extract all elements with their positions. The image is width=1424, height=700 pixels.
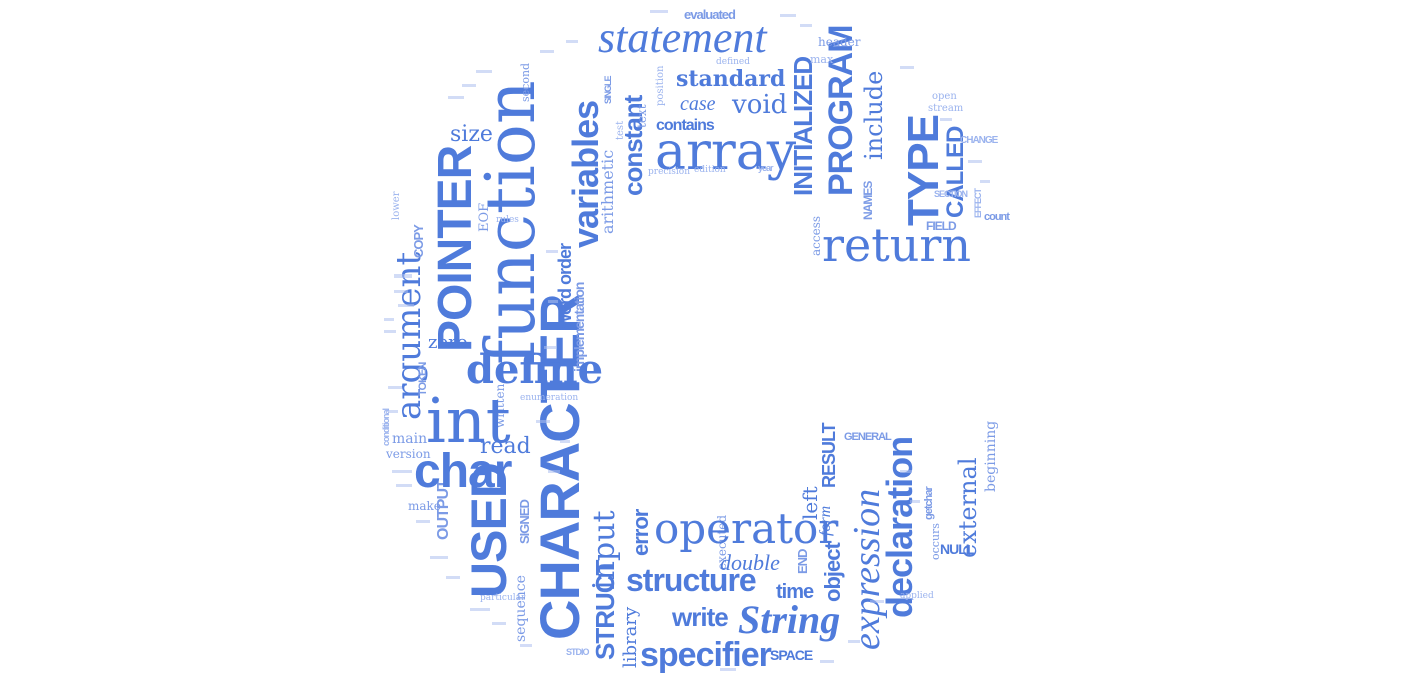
word-write: write <box>672 602 729 632</box>
word-space: SPACE <box>770 647 813 663</box>
word-array: array <box>655 122 797 182</box>
word-type: TYPE <box>899 115 948 226</box>
word-test: test <box>615 120 626 140</box>
word-section: SECTION <box>934 189 968 199</box>
word-conditional: conditional <box>381 409 391 446</box>
word-names: NAMES <box>861 181 875 220</box>
word-make: make <box>408 499 441 513</box>
word-include: include <box>860 70 888 160</box>
word-operator: operator <box>654 504 839 553</box>
word-arithmetic: arithmetic <box>598 149 617 234</box>
word-access: access <box>809 215 823 256</box>
word-general: GENERAL <box>844 431 892 443</box>
word-expression: expression <box>846 488 888 650</box>
word-signed: SIGNED <box>517 500 532 544</box>
word-program: PROGRAM <box>822 25 860 196</box>
word-getchar: getchar <box>923 487 935 520</box>
word-string: String <box>738 597 841 642</box>
word-time: time <box>776 581 814 603</box>
word-sequence: sequence <box>513 575 529 642</box>
word-specifier: specifier <box>640 636 772 674</box>
word-max: max <box>810 53 834 66</box>
word-library: library <box>620 606 641 668</box>
word-read: read <box>480 434 531 459</box>
word-stdio: STDIO <box>566 647 589 657</box>
word-particular: particular <box>480 593 526 603</box>
word-header: header <box>818 35 861 49</box>
word-null: NULL <box>940 541 974 557</box>
word-open: open <box>932 91 957 102</box>
word-applied: applied <box>900 591 934 601</box>
word-contains: contains <box>656 117 715 134</box>
word-struct: STRUCT <box>590 560 620 660</box>
word-error: error <box>628 509 653 556</box>
word-stream: stream <box>928 103 964 114</box>
word-size: size <box>450 122 493 147</box>
word-pointer: POINTER <box>429 145 482 352</box>
word-position: position <box>655 65 666 106</box>
word-text: text <box>635 104 649 128</box>
word-double: double <box>720 550 780 575</box>
word-change: CHANGE <box>960 135 998 146</box>
word-count: count <box>984 211 1010 223</box>
word-copy: COPY <box>411 225 426 258</box>
word-char: char <box>414 445 512 498</box>
word-lower: lower <box>391 191 402 220</box>
word-eof: EOF <box>477 202 492 232</box>
word-int: int <box>426 384 511 457</box>
word-single: SINGLE <box>603 76 613 104</box>
word-defined: defined <box>716 57 750 67</box>
word-second: second <box>519 62 532 102</box>
word-year: year <box>758 163 774 173</box>
word-end: END <box>795 549 810 574</box>
word-version: version <box>386 447 431 461</box>
word-result: RESULT <box>819 423 839 488</box>
word-edition: edition <box>694 165 726 175</box>
word-enumeration: enumeration <box>520 393 579 403</box>
word-precision: precision <box>648 167 691 177</box>
word-void: void <box>732 90 788 120</box>
word-main: main <box>392 431 428 447</box>
word-statement: statement <box>598 13 767 62</box>
word-effect: EFFECT <box>973 189 983 218</box>
word-field: FIELD <box>926 219 957 233</box>
word-return: return <box>822 218 971 272</box>
word-beginning: beginning <box>983 420 999 492</box>
word-zero: zero <box>428 332 468 353</box>
word-standard: standard <box>676 66 786 92</box>
word-case: case <box>680 93 716 115</box>
word-structure: structure <box>626 562 757 598</box>
word-evaluated: evaluated <box>684 7 736 22</box>
word-rules: rules <box>496 215 519 225</box>
word-define: define <box>466 346 604 393</box>
